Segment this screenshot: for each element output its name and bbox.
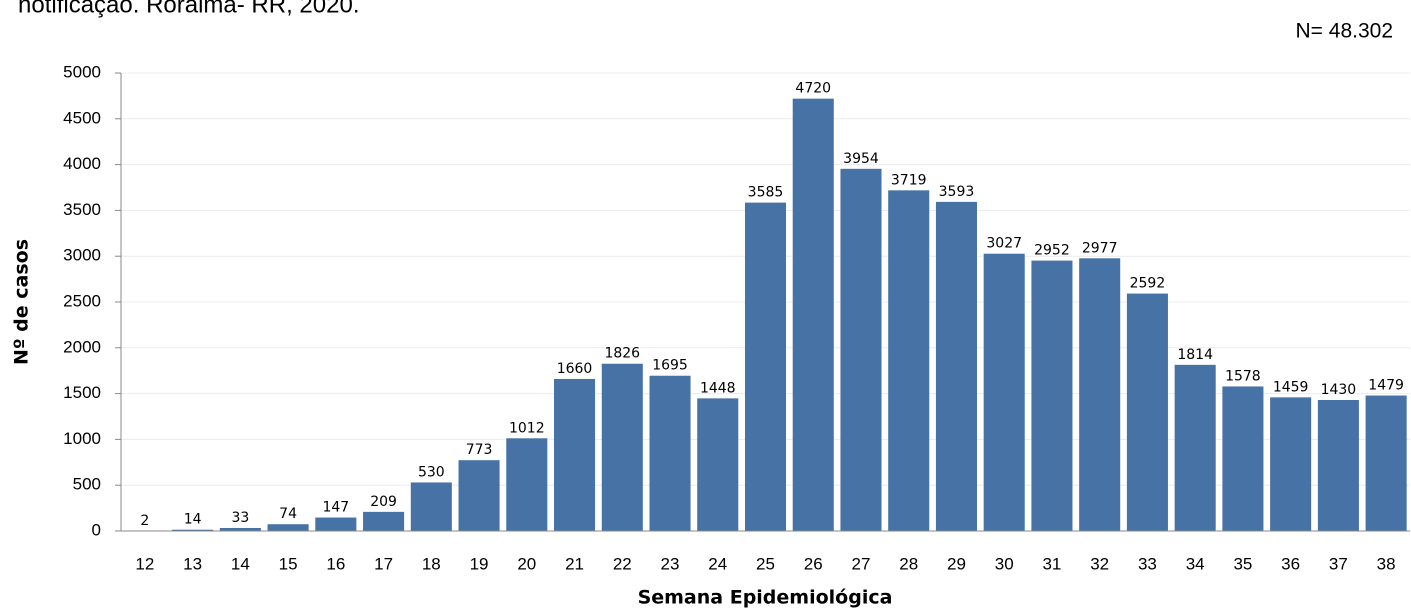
value-label: 2952 xyxy=(1034,243,1070,259)
value-label: 14 xyxy=(184,512,202,528)
annotation: N= 48.302 xyxy=(1296,20,1394,43)
value-label: 530 xyxy=(418,464,445,480)
x-tick-label: 28 xyxy=(899,554,918,573)
bar xyxy=(506,438,548,531)
x-tick-label: 34 xyxy=(1186,554,1205,573)
bar xyxy=(1222,386,1264,531)
bar xyxy=(172,529,214,531)
x-tick-label: 25 xyxy=(756,554,775,573)
bar xyxy=(315,517,357,531)
y-tick-label: 4500 xyxy=(63,108,101,127)
value-label: 1012 xyxy=(509,420,545,436)
bar xyxy=(1079,258,1121,531)
x-tick-label: 36 xyxy=(1281,554,1300,573)
y-axis-label: Nº de casos xyxy=(11,239,33,365)
bar xyxy=(888,190,930,531)
bar xyxy=(697,398,739,531)
bar xyxy=(267,524,309,531)
bar xyxy=(1365,395,1407,531)
y-tick-label: 0 xyxy=(92,520,101,539)
x-tick-label: 37 xyxy=(1329,554,1348,573)
x-tick-label: 26 xyxy=(804,554,823,573)
x-tick-label: 23 xyxy=(661,554,680,573)
x-tick-label: 31 xyxy=(1042,554,1061,573)
x-tick-label: 20 xyxy=(517,554,536,573)
value-label: 1826 xyxy=(604,346,640,362)
value-label: 2 xyxy=(140,513,149,529)
bar xyxy=(1126,293,1168,531)
x-tick-label: 16 xyxy=(326,554,345,573)
bar xyxy=(935,201,977,531)
y-tick-label: 1000 xyxy=(63,429,101,448)
x-tick-label: 14 xyxy=(231,554,250,573)
value-label: 209 xyxy=(370,494,397,510)
bar xyxy=(554,378,596,531)
chart-title: notificação. Roraima- RR, 2020. xyxy=(18,0,359,18)
value-label: 1578 xyxy=(1225,368,1261,384)
bar xyxy=(458,460,500,531)
value-label: 773 xyxy=(466,442,493,458)
value-label: 147 xyxy=(322,500,349,516)
y-tick-label: 2000 xyxy=(63,337,101,356)
value-label: 3593 xyxy=(939,184,975,200)
value-label: 3027 xyxy=(986,236,1022,252)
bar xyxy=(1317,400,1359,531)
x-tick-label: 35 xyxy=(1233,554,1252,573)
value-label: 4720 xyxy=(795,81,831,97)
y-tick-label: 2500 xyxy=(63,291,101,310)
y-tick-label: 500 xyxy=(73,475,101,494)
value-label: 3585 xyxy=(748,185,784,201)
x-axis-label: Semana Epidemiológica xyxy=(638,587,893,609)
value-label: 1660 xyxy=(557,361,593,377)
value-label: 1448 xyxy=(700,380,736,396)
bar xyxy=(219,527,261,531)
value-label: 1814 xyxy=(1177,347,1213,363)
x-tick-label: 17 xyxy=(374,554,393,573)
bar xyxy=(792,98,834,531)
bar xyxy=(410,482,452,531)
bar xyxy=(1270,397,1312,531)
value-label: 1459 xyxy=(1273,379,1309,395)
y-tick-label: 3500 xyxy=(63,200,101,219)
y-tick-label: 5000 xyxy=(63,62,101,81)
y-tick-label: 1500 xyxy=(63,383,101,402)
y-tick-label: 3000 xyxy=(63,246,101,265)
bar xyxy=(363,511,405,531)
x-tick-label: 27 xyxy=(852,554,871,573)
x-tick-label: 33 xyxy=(1138,554,1157,573)
bar xyxy=(1174,364,1216,531)
x-tick-label: 29 xyxy=(947,554,966,573)
value-label: 33 xyxy=(231,510,249,526)
x-tick-label: 32 xyxy=(1090,554,1109,573)
bar xyxy=(601,363,643,531)
value-label: 2592 xyxy=(1130,276,1166,292)
bar xyxy=(983,253,1025,531)
bar xyxy=(649,375,691,531)
x-tick-label: 22 xyxy=(613,554,632,573)
x-tick-label: 24 xyxy=(708,554,727,573)
value-label: 3719 xyxy=(891,172,927,188)
x-tick-label: 15 xyxy=(279,554,298,573)
x-tick-label: 30 xyxy=(995,554,1014,573)
value-label: 1430 xyxy=(1321,382,1357,398)
value-label: 3954 xyxy=(843,151,879,167)
x-tick-label: 13 xyxy=(183,554,202,573)
value-label: 1695 xyxy=(652,358,688,374)
value-label: 2977 xyxy=(1082,240,1118,256)
x-tick-label: 38 xyxy=(1377,554,1396,573)
x-tick-label: 19 xyxy=(470,554,489,573)
x-tick-label: 21 xyxy=(565,554,584,573)
value-label: 1479 xyxy=(1368,378,1404,394)
bar xyxy=(840,168,882,531)
x-tick-label: 12 xyxy=(135,554,154,573)
value-label: 74 xyxy=(279,506,297,522)
bar xyxy=(744,202,787,531)
bar xyxy=(1031,260,1073,531)
x-tick-label: 18 xyxy=(422,554,441,573)
y-tick-label: 4000 xyxy=(63,154,101,173)
